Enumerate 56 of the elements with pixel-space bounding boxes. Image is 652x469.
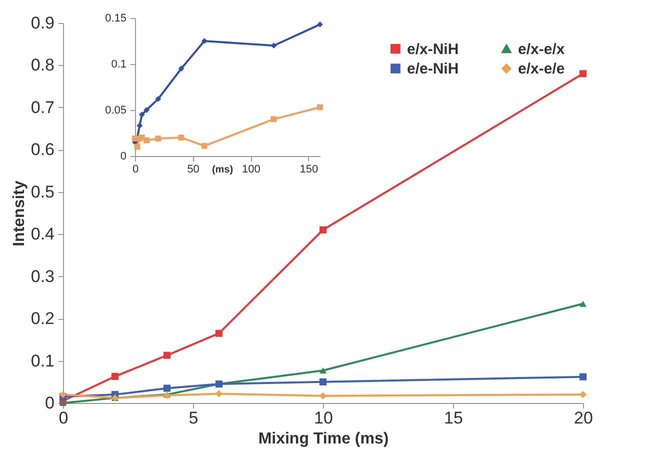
y-tick-label: 0.1 <box>30 351 54 370</box>
point <box>155 96 162 102</box>
point <box>201 38 208 44</box>
point <box>163 352 171 359</box>
point <box>134 144 140 150</box>
y-tick-label: 0.2 <box>30 309 54 328</box>
y-tick-label: 0.1 <box>111 58 126 70</box>
legend-label: e/x-e/x <box>518 40 566 58</box>
point <box>178 66 184 72</box>
point <box>319 367 327 374</box>
point <box>319 378 327 386</box>
point <box>317 104 323 110</box>
x-tick-label: 50 <box>187 164 200 176</box>
y-tick-label: 0.4 <box>30 224 54 244</box>
x-tick-label: 100 <box>242 164 260 176</box>
point <box>319 392 327 400</box>
y-tick-label: 0.7 <box>30 98 54 117</box>
point <box>144 107 150 113</box>
y-tick-label: 0.15 <box>105 12 126 24</box>
legend-label: e/x-NiH <box>407 40 459 58</box>
x-tick-label: 5 <box>188 408 198 428</box>
point <box>579 70 587 78</box>
point <box>579 373 587 380</box>
legend-label: e/x-e/e <box>518 60 565 78</box>
y-tick-label: 0.5 <box>30 182 54 202</box>
point <box>319 226 327 234</box>
y-tick-label: 0.6 <box>30 140 54 160</box>
y-tick-label: 0 <box>45 394 54 412</box>
y-axis-title: Intensity <box>10 180 28 246</box>
point <box>215 390 223 398</box>
y-tick-label: 0.8 <box>30 56 54 75</box>
point <box>579 300 587 307</box>
point <box>155 136 162 142</box>
point <box>138 112 145 118</box>
x-tick-label: 0 <box>132 164 139 176</box>
legend-label: e/e-NiH <box>407 60 459 78</box>
x-tick-label: 20 <box>574 408 593 428</box>
y-tick-label: 0.05 <box>105 104 126 116</box>
point <box>163 384 171 392</box>
y-tick-label: 0.9 <box>30 14 54 32</box>
point <box>317 21 323 28</box>
x-tick-label: 0 <box>58 408 68 428</box>
point <box>201 142 208 149</box>
y-tick-label: 0 <box>120 150 126 162</box>
point <box>215 330 223 337</box>
point <box>111 372 119 380</box>
x-axis-title: Mixing Time (ms) <box>258 430 389 448</box>
point <box>136 122 143 129</box>
point <box>178 134 184 141</box>
x-tick-label: 10 <box>314 408 333 428</box>
x-tick-label: 150 <box>300 164 318 176</box>
point <box>144 137 150 144</box>
x-tick-label: 15 <box>444 408 463 428</box>
point <box>270 116 277 122</box>
x-axis-title: (ms) <box>212 164 234 176</box>
y-tick-label: 0.3 <box>30 266 54 286</box>
